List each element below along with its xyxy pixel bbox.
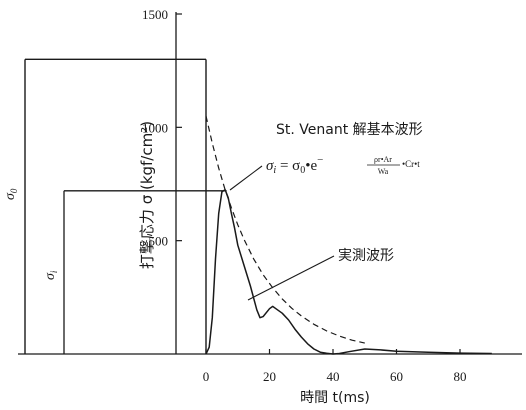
y-tick-label: 1000 — [142, 120, 168, 135]
series-line-measured — [205, 188, 492, 355]
formula-lhs: σ — [266, 158, 274, 174]
y-tick-label: 1500 — [142, 7, 168, 22]
y-tick-label: 500 — [149, 234, 169, 249]
series-layer — [205, 115, 492, 355]
x-tick-label: 60 — [390, 369, 403, 384]
series-line-theory — [205, 115, 365, 344]
formula-mid-sub: 0 — [300, 165, 305, 176]
x-tick-label: 80 — [454, 369, 467, 384]
formula-exp-denominator: Wa — [378, 167, 389, 176]
formula-dot-e: •e — [305, 158, 317, 174]
formula-text: σi = σ0•e− — [266, 154, 323, 176]
measured-series-label: 実測波形 — [338, 248, 394, 264]
formula-exp-tail: •Cr•t — [402, 159, 420, 169]
x-tick-label: 20 — [263, 369, 276, 384]
sigmai-label: σi — [43, 270, 59, 280]
sigma0-label-sub: 0 — [9, 188, 19, 193]
formula-leader-line — [229, 165, 263, 191]
formula-exp-numerator: ρr•Ar — [374, 155, 392, 164]
x-tick-label: 0 — [203, 369, 210, 384]
theory-series-label: St. Venant 解基本波形 — [276, 121, 423, 138]
y-axis-title: 打撃応力 σ (kgf/cm²) — [138, 121, 156, 269]
dimension-lines — [24, 58, 227, 354]
formula-exp-minus: − — [317, 154, 323, 166]
sigmai-label-sub: i — [49, 270, 59, 273]
sigma0-label-base: σ — [3, 192, 18, 200]
x-tick-label: 40 — [327, 369, 340, 384]
axes: 500 1000 1500 0 20 40 60 80 — [18, 7, 522, 384]
sigmai-label-base: σ — [43, 272, 58, 280]
formula-lhs-sub: i — [273, 165, 276, 176]
formula-equals: = σ — [276, 158, 300, 174]
sigma0-label: σ0 — [3, 188, 19, 200]
measured-leader-line — [247, 255, 335, 301]
x-axis-title: 時間 t(ms) — [300, 390, 370, 406]
